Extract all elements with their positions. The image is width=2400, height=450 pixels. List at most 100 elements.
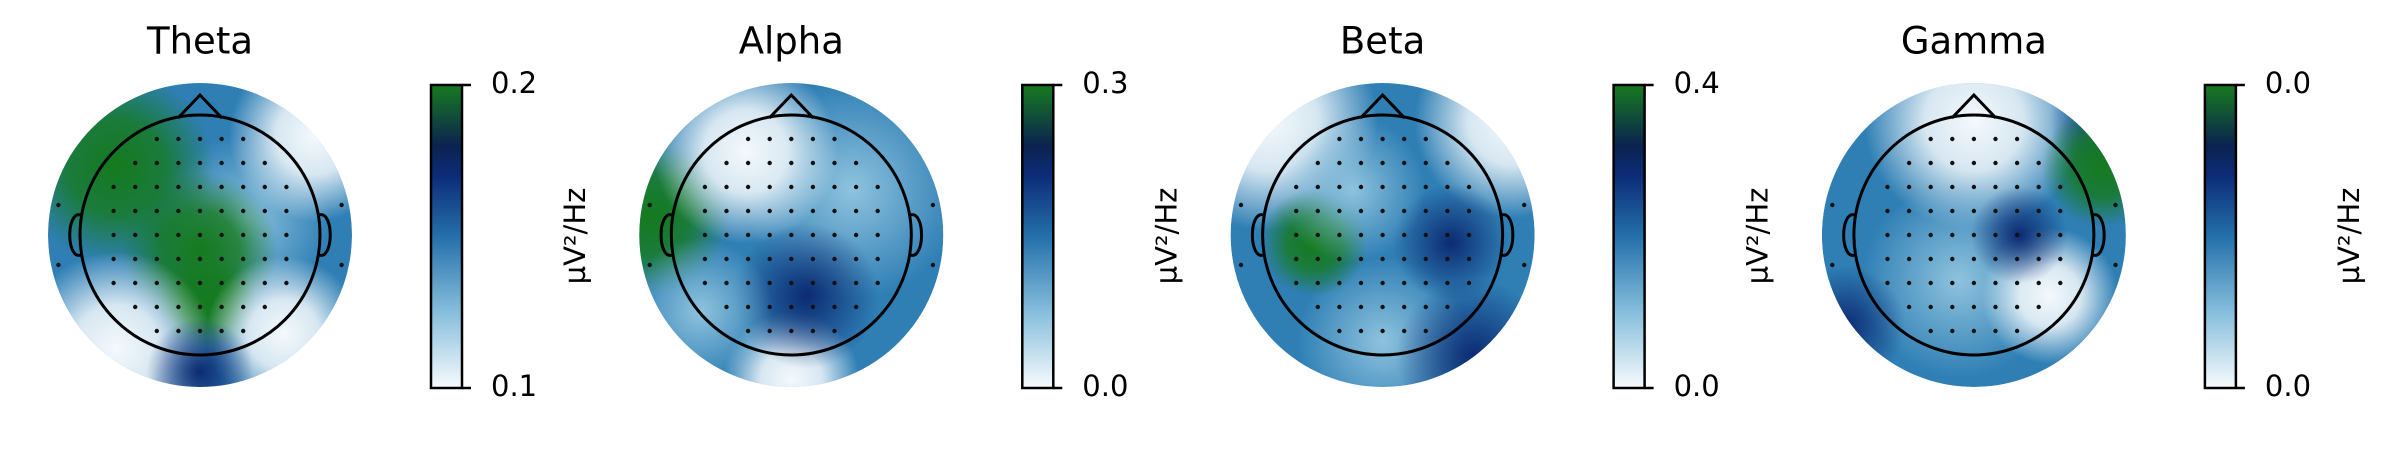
electrode: [1466, 184, 1472, 190]
electrode: [111, 184, 116, 190]
electrode: [1950, 256, 1955, 262]
electrode: [875, 232, 880, 238]
electrode: [1402, 256, 1407, 262]
electrode: [1402, 232, 1407, 238]
electrode: [745, 304, 751, 310]
electrode: [767, 136, 772, 142]
ear-left: [1842, 213, 1856, 257]
electrode: [1885, 280, 1890, 286]
ear-left: [1250, 213, 1265, 257]
electrode: [1885, 184, 1890, 190]
head-outline: [669, 113, 913, 357]
electrode: [853, 184, 859, 190]
electrode: [832, 256, 837, 262]
head-outline: [78, 113, 322, 357]
electrode: [767, 232, 772, 238]
electrode: [1950, 280, 1955, 286]
electrode: [241, 208, 246, 214]
electrode: [1906, 184, 1912, 190]
electrode: [1423, 184, 1428, 190]
electrode: [767, 184, 772, 190]
electrode: [2036, 184, 2041, 190]
electrode: [1294, 280, 1299, 286]
electrode: [832, 136, 837, 142]
electrode: [219, 160, 224, 166]
electrode: [197, 184, 203, 190]
electrode: [111, 232, 116, 238]
electrode: [2113, 262, 2118, 268]
electrode: [197, 328, 203, 334]
electrode: [1358, 232, 1364, 238]
electrode: [810, 304, 816, 310]
electrode: [154, 160, 159, 166]
electrode: [702, 280, 708, 286]
electrode: [1402, 184, 1407, 190]
electrode: [1466, 280, 1472, 286]
electrode: [1315, 208, 1320, 214]
electrode: [1522, 262, 1527, 268]
electrode: [2014, 160, 2020, 166]
electrode: [1380, 160, 1385, 166]
electrode: [197, 136, 203, 142]
electrode: [1993, 136, 1998, 142]
electrode: [1928, 208, 1933, 214]
electrode: [745, 232, 751, 238]
electrode: [1950, 184, 1955, 190]
electrode: [1358, 136, 1364, 142]
electrode: [789, 304, 794, 310]
electrode: [262, 304, 267, 310]
electrode: [339, 262, 344, 268]
electrode: [767, 256, 772, 262]
electrode: [1337, 184, 1342, 190]
electrode: [1928, 136, 1933, 142]
electrode: [853, 256, 859, 262]
panel-title: Alpha: [739, 20, 844, 63]
electrode: [1423, 280, 1428, 286]
electrode: [176, 280, 181, 286]
ear-left: [68, 213, 82, 257]
electrode: [1315, 160, 1320, 166]
electrode: [241, 280, 246, 286]
electrode: [241, 232, 246, 238]
electrode: [1950, 304, 1955, 310]
electrode: [1906, 256, 1912, 262]
electrode: [2036, 256, 2041, 262]
electrode: [2014, 184, 2020, 190]
electrode: [154, 208, 159, 214]
electrode: [219, 280, 224, 286]
electrode: [702, 232, 708, 238]
electrode: [1337, 328, 1342, 334]
electrode: [339, 202, 344, 208]
electrode: [1315, 256, 1320, 262]
electrode: [1358, 184, 1364, 190]
colorbar-tick-label: 0.0: [1082, 369, 1128, 403]
heat-blob: [1864, 83, 2084, 231]
electrode: [1380, 304, 1385, 310]
electrode: [1906, 160, 1912, 166]
electrode: [1445, 208, 1450, 214]
colorbar-label: µV²/Hz: [1149, 188, 1183, 285]
electrode: [154, 280, 159, 286]
electrode: [241, 256, 246, 262]
electrode: [1445, 280, 1450, 286]
electrode: [1993, 256, 1998, 262]
electrode: [875, 280, 880, 286]
electrode: [724, 256, 729, 262]
electrode: [1993, 184, 1998, 190]
electrode: [241, 304, 246, 310]
electrode: [832, 304, 837, 310]
electrode: [810, 208, 816, 214]
electrode: [1993, 232, 1998, 238]
electrode: [1466, 232, 1472, 238]
electrode: [702, 184, 708, 190]
electrode: [1928, 256, 1933, 262]
electrode: [133, 208, 138, 214]
ear-right: [909, 213, 924, 257]
electrode: [284, 208, 289, 214]
electrode: [930, 202, 936, 208]
electrode: [1971, 160, 1977, 166]
electrode: [1315, 232, 1320, 238]
electrode: [284, 280, 289, 286]
electrode: [789, 136, 794, 142]
electrode: [262, 232, 267, 238]
